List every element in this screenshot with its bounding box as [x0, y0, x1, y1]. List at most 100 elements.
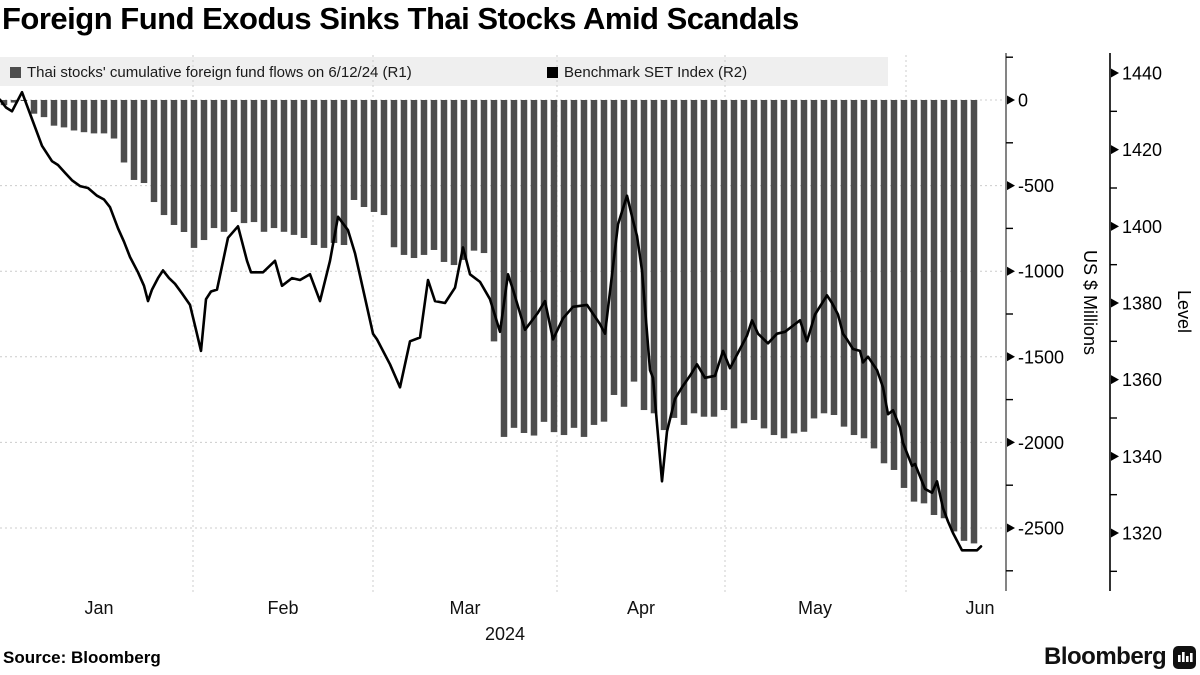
fund-flow-bar [30, 100, 38, 114]
set-index-line [0, 90, 983, 552]
fund-flow-bar [220, 100, 228, 232]
fund-flows-swatch-icon [10, 66, 21, 78]
fund-flow-bar [60, 100, 68, 128]
tick-label: -2000 [1018, 433, 1064, 453]
fund-flow-bar [70, 100, 78, 131]
bloomberg-wordmark: Bloomberg [1044, 643, 1167, 670]
fund-flow-bar [50, 100, 58, 126]
fund-flow-bar [930, 100, 938, 515]
month-label: Jun [965, 598, 994, 618]
source-attribution: Source: Bloomberg [3, 648, 161, 667]
fund-flow-bar [360, 100, 368, 207]
bloomberg-logo: Bloomberg [1044, 643, 1197, 671]
chart-title: Foreign Fund Exodus Sinks Thai Stocks Am… [2, 1, 799, 36]
fund-flow-bar [550, 100, 558, 433]
tick-label: 0 [1018, 91, 1028, 111]
fund-flow-bar [180, 100, 188, 232]
fund-flow-bar [680, 100, 688, 425]
fund-flow-bar [780, 100, 788, 439]
fund-flow-bar [470, 100, 478, 251]
fund-flow-bar [570, 100, 578, 428]
r1-axis-title: US $ Millions [1080, 250, 1100, 356]
fund-flow-bar [90, 100, 98, 134]
fund-flow-bar [600, 100, 608, 422]
tick-arrow-icon [1007, 352, 1015, 362]
fund-flow-bar [300, 100, 308, 238]
r2-axis-title: Level [1174, 290, 1194, 334]
legend-item-set-index-label: Benchmark SET Index (R2) [564, 63, 748, 81]
fund-flow-bar [260, 100, 268, 232]
fund-flow-bar [270, 100, 278, 229]
legend-item-fund-flows-label: Thai stocks' cumulative foreign fund flo… [27, 63, 412, 81]
fund-flow-bar [400, 100, 408, 255]
fund-flow-bar [740, 100, 748, 424]
fund-flow-bar [230, 100, 238, 212]
fund-flow-bar [860, 100, 868, 439]
fund-flow-bar [40, 100, 48, 118]
tick-arrow-icon [1111, 298, 1119, 308]
fund-flow-bar [590, 100, 598, 425]
fund-flow-bar [0, 100, 8, 106]
fund-flow-bar [100, 100, 108, 134]
tick-label: 1320 [1122, 524, 1162, 544]
fund-flow-bar [80, 100, 88, 133]
fund-flow-bar [830, 100, 838, 416]
fund-flow-bar [430, 100, 438, 250]
tick-arrow-icon [1111, 145, 1119, 155]
fund-flow-bar [620, 100, 628, 407]
tick-label: 1420 [1122, 140, 1162, 160]
fund-flow-bar [170, 100, 178, 225]
fund-flow-bar [960, 100, 968, 541]
tick-arrow-icon [1111, 375, 1119, 385]
fund-flow-bar [720, 100, 728, 411]
fund-flow-bar [560, 100, 568, 436]
tick-label: -1500 [1018, 347, 1064, 367]
set-index-swatch-icon [547, 66, 558, 78]
fund-flow-bar [540, 100, 548, 422]
fund-flow-bar [330, 100, 338, 243]
month-label: Feb [267, 598, 298, 618]
tick-arrow-icon [1111, 451, 1119, 461]
tick-arrow-icon [1007, 437, 1015, 447]
tick-label: -500 [1018, 176, 1054, 196]
tick-arrow-icon [1007, 266, 1015, 276]
tick-arrow-icon [1007, 181, 1015, 191]
fund-flow-bar [690, 100, 698, 414]
fund-flow-bar [810, 100, 818, 419]
fund-flow-bar [410, 100, 418, 259]
fund-flow-bar [340, 100, 348, 246]
tick-label: -2500 [1018, 519, 1064, 539]
fund-flow-bar [510, 100, 518, 428]
fund-flow-bar [200, 100, 208, 241]
fund-flow-bar [190, 100, 198, 248]
fund-flow-bar [280, 100, 288, 232]
fund-flow-bar [520, 100, 528, 433]
fund-flow-bar [250, 100, 258, 223]
fund-flow-bar [850, 100, 858, 436]
fund-flow-bar [320, 100, 328, 248]
fund-flow-bar [640, 100, 648, 411]
fund-flow-bar [350, 100, 358, 200]
tick-label: 1360 [1122, 370, 1162, 390]
fund-flow-bar [660, 100, 668, 431]
fund-flow-bar [700, 100, 708, 417]
fund-flow-bar [290, 100, 298, 235]
fund-flow-bar [880, 100, 888, 464]
fund-flow-bar [840, 100, 848, 427]
tick-arrow-icon [1007, 95, 1015, 105]
fund-flow-bar [970, 100, 978, 544]
fund-flow-bar [820, 100, 828, 414]
fund-flow-bar [120, 100, 128, 163]
fund-flow-bar [140, 100, 148, 184]
bloomberg-chart-icon [1173, 645, 1197, 669]
fund-flow-bar [530, 100, 538, 436]
fund-flow-bar [770, 100, 778, 436]
legend-background [0, 57, 888, 86]
fund-flow-bar [950, 100, 958, 532]
fund-flow-bar [650, 100, 658, 414]
tick-arrow-icon [1111, 528, 1119, 538]
fund-flow-bar [670, 100, 678, 418]
fund-flow-bar [210, 100, 218, 229]
legend-item-fund-flows: Thai stocks' cumulative foreign fund flo… [10, 62, 412, 82]
